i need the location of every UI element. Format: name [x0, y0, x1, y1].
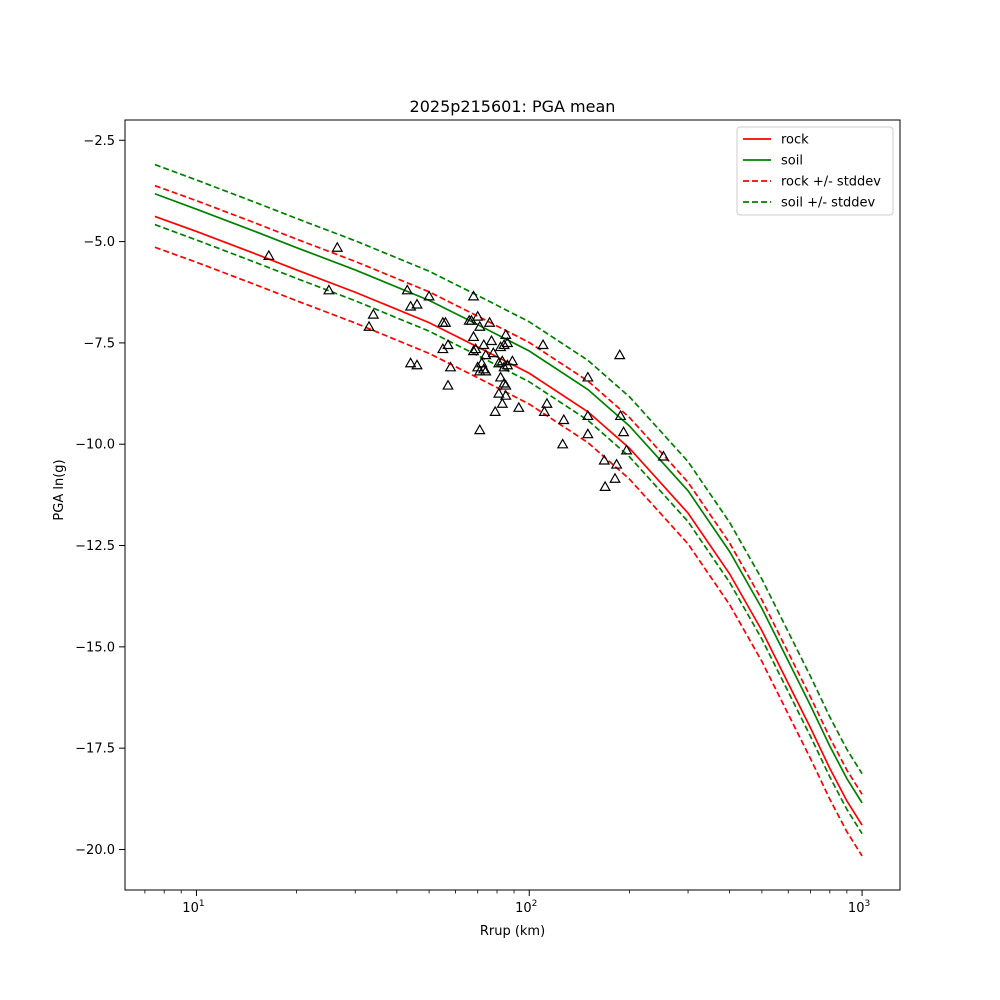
observation-point [541, 397, 553, 408]
series-line-rock-stddev [154, 184, 863, 795]
legend-label: rock +/- stddev [781, 175, 881, 190]
observation-point [582, 371, 594, 382]
observation-point [492, 387, 505, 398]
observation-point [489, 405, 502, 416]
y-tick-label: −5.0 [83, 235, 115, 250]
plot-content [154, 163, 863, 857]
observation-point [363, 320, 375, 331]
observation-point [599, 480, 611, 491]
y-tick-label: −17.5 [75, 742, 115, 757]
observation-point [614, 409, 627, 421]
chart-title: 2025p215601: PGA mean [410, 97, 616, 116]
observation-point [331, 241, 344, 252]
observation-point [323, 284, 335, 295]
x-axis-label: Rrup (km) [480, 924, 545, 939]
legend-label: rock [781, 133, 809, 148]
legend: rock soil rock +/- stddev soil +/- stddev [736, 126, 894, 216]
observation-point [411, 298, 423, 309]
observation-point [498, 338, 510, 350]
observation-point [506, 355, 519, 366]
observation-point [582, 428, 594, 439]
observation-point [617, 426, 630, 437]
observation-point [444, 361, 457, 372]
observation-point [499, 328, 512, 339]
observation-point [582, 409, 594, 421]
series-line-soil-stddev [154, 163, 863, 775]
y-tick-label: −20.0 [75, 843, 115, 858]
observation-point [610, 458, 623, 469]
axes: 101 102 103−2.5−5.0−7.5−10.0−12.5−15.0−17.… [75, 119, 901, 916]
observation-point [494, 371, 507, 382]
observation-point [473, 424, 486, 435]
observation-point [501, 359, 514, 370]
observation-point [538, 405, 551, 416]
y-tick-label: −12.5 [75, 539, 115, 554]
observation-point [483, 316, 496, 327]
legend-box [736, 126, 894, 216]
observation-point [401, 284, 414, 295]
x-tick-exponent: 2 [532, 899, 538, 909]
legend-label: soil +/- stddev [781, 196, 876, 211]
observation-point [557, 413, 570, 425]
observation-point [442, 338, 454, 350]
series-line-rock [154, 215, 863, 826]
observation-point [479, 349, 492, 360]
observation-point [411, 359, 423, 370]
observation-point [485, 334, 498, 346]
y-axis-label: PGA ln(g) [52, 459, 67, 520]
observation-point [492, 357, 505, 368]
observation-point [469, 342, 482, 354]
observation-point [609, 472, 621, 483]
axes-frame [124, 119, 901, 891]
legend-label: soil [781, 154, 803, 169]
plot-area [154, 163, 863, 857]
observation-point [501, 336, 514, 348]
observation-point [598, 454, 611, 465]
observation-point [467, 330, 480, 342]
observation-point [499, 379, 512, 390]
observation-point [620, 444, 633, 455]
series-line-soil [154, 192, 863, 804]
x-tick-exponent: 1 [199, 899, 205, 909]
observation-point [437, 342, 449, 354]
observation-point [367, 308, 380, 319]
observation-point [473, 320, 486, 331]
observation-point [467, 344, 480, 356]
observation-point [498, 361, 510, 372]
observation-point [499, 389, 512, 400]
observation-point [404, 357, 417, 368]
observation-point [487, 347, 500, 358]
observation-point [512, 401, 525, 412]
series-line-soil-stddev-lower [154, 223, 863, 835]
observation-point [496, 397, 509, 408]
y-tick-label: −2.5 [83, 134, 115, 149]
series-line-rock-stddev-lower [154, 246, 863, 857]
observation-point [471, 310, 484, 321]
observation-point [404, 300, 417, 311]
y-tick-label: −15.0 [75, 640, 115, 655]
observation-point [262, 249, 275, 260]
observation-point [657, 450, 670, 461]
y-tick-label: −7.5 [83, 336, 115, 351]
observation-point [479, 365, 492, 376]
y-tick-label: −10.0 [75, 438, 115, 453]
observation-point [556, 438, 569, 449]
observation-point [467, 290, 480, 301]
observation-point [423, 290, 435, 301]
observation-point [439, 316, 452, 327]
observation-point [537, 338, 549, 350]
observation-point [473, 365, 486, 376]
observation-point [442, 379, 454, 390]
observation-point [477, 363, 490, 374]
observation-point [613, 349, 626, 360]
x-tick-exponent: 3 [864, 899, 870, 909]
